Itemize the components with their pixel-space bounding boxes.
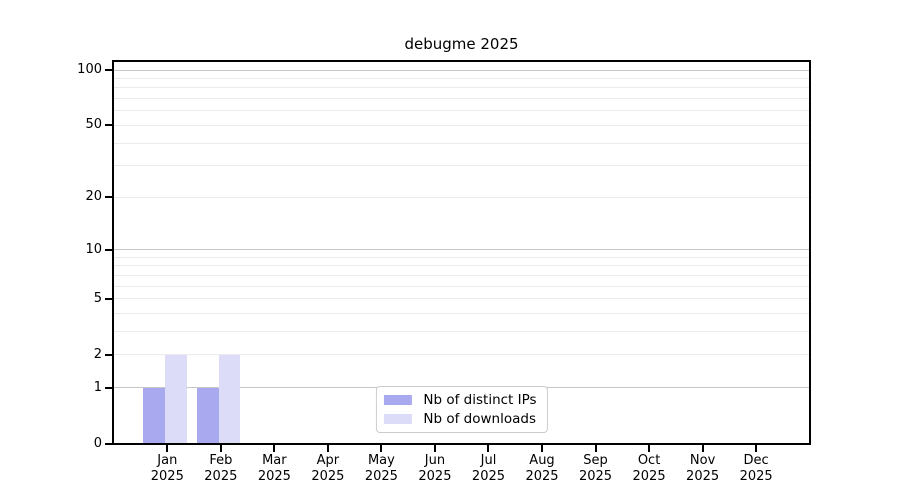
- legend-swatch-downloads: [383, 414, 412, 424]
- x-label-year: 2025: [418, 468, 452, 484]
- x-label-month: Jan: [157, 453, 178, 468]
- x-label-year: 2025: [525, 468, 559, 484]
- y-tick-label-0: 0: [93, 436, 102, 451]
- gridline-y-4: [113, 313, 810, 315]
- x-label-month: Jun: [424, 453, 446, 468]
- x-tick-jun: [433, 445, 436, 452]
- gridline-y-10: [113, 249, 810, 251]
- x-label-month: Feb: [209, 453, 233, 468]
- y-tick-100: [105, 69, 112, 71]
- gridline-y-20: [113, 196, 810, 198]
- x-label-month: Apr: [316, 453, 340, 468]
- x-label-year: 2025: [471, 468, 506, 484]
- x-label-month: Nov: [689, 453, 716, 468]
- gridline-y-5: [113, 298, 810, 300]
- bar-nb-of-downloads-jan: [165, 354, 187, 444]
- x-tick-feb: [219, 445, 222, 452]
- x-tick-jul: [487, 445, 490, 452]
- gridline-y-90: [113, 77, 810, 79]
- gridline-y-100: [113, 69, 810, 71]
- bar-nb-of-distinct-ips-jan: [143, 387, 165, 444]
- x-tick-mar: [273, 445, 276, 452]
- legend: Nb of distinct IPs Nb of downloads: [375, 386, 548, 433]
- x-tick-label-jan: Jan 2025: [131, 453, 203, 484]
- gridline-y-7: [113, 274, 810, 276]
- y-tick-label-5: 5: [93, 290, 102, 306]
- chart-title: debugme 2025: [404, 35, 519, 53]
- x-label-year: 2025: [739, 468, 773, 484]
- x-label-month: May: [367, 453, 395, 468]
- y-tick-20: [105, 196, 112, 199]
- bar-nb-of-distinct-ips-feb: [196, 387, 219, 444]
- x-tick-aug: [541, 445, 543, 452]
- gridline-y-9: [113, 256, 810, 258]
- y-tick-label-10: 10: [85, 241, 102, 257]
- x-tick-label-aug: Aug 2025: [506, 453, 578, 484]
- y-tick-label-2: 2: [93, 346, 102, 362]
- x-label-year: 2025: [632, 468, 666, 484]
- y-tick-0: [105, 443, 112, 445]
- x-tick-may: [380, 445, 383, 452]
- y-tick-1: [105, 386, 112, 389]
- plot-area: Nb of distinct IPs Nb of downloads: [112, 60, 811, 445]
- x-tick-dec: [755, 445, 758, 452]
- y-tick-10: [105, 248, 112, 251]
- x-tick-apr: [326, 445, 329, 452]
- x-label-month: Sep: [583, 453, 608, 468]
- x-label-year: 2025: [311, 468, 345, 484]
- y-tick-label-1: 1: [93, 379, 102, 395]
- legend-item-distinct-ips: Nb of distinct IPs: [383, 392, 537, 408]
- x-tick-label-mar: Mar 2025: [238, 453, 310, 484]
- x-label-year: 2025: [257, 468, 291, 484]
- legend-item-downloads: Nb of downloads: [383, 411, 536, 427]
- x-tick-label-feb: Feb 2025: [185, 453, 257, 484]
- x-tick-label-sep: Sep 2025: [560, 453, 632, 484]
- x-label-year: 2025: [686, 468, 720, 484]
- x-label-year: 2025: [578, 468, 613, 484]
- x-tick-label-oct: Oct 2025: [613, 453, 685, 484]
- gridline-y-3: [113, 331, 810, 333]
- y-tick-50: [105, 124, 112, 127]
- y-tick-label-100: 100: [77, 62, 102, 77]
- gridline-y-50: [113, 124, 810, 126]
- x-label-month: Mar: [262, 453, 287, 468]
- gridline-y-60: [113, 110, 810, 112]
- x-label-month: Dec: [743, 453, 769, 468]
- x-label-month: Oct: [637, 453, 661, 468]
- gridline-y-2: [113, 354, 810, 356]
- gridline-y-6: [113, 285, 810, 287]
- gridline-y-30: [113, 165, 810, 167]
- x-tick-label-jun: Jun 2025: [399, 453, 471, 484]
- x-tick-sep: [594, 445, 597, 452]
- gridline-y-80: [113, 87, 810, 89]
- x-label-year: 2025: [364, 468, 398, 484]
- legend-label-distinct-ips: Nb of distinct IPs: [423, 392, 537, 408]
- gridline-y-40: [113, 142, 810, 144]
- x-tick-label-may: May 2025: [345, 453, 417, 484]
- x-tick-oct: [648, 445, 651, 452]
- y-tick-2: [105, 353, 112, 356]
- gridline-y-8: [113, 265, 810, 267]
- x-label-year: 2025: [150, 468, 184, 484]
- gridline-y-70: [113, 98, 810, 100]
- x-tick-nov: [701, 445, 704, 452]
- bar-nb-of-downloads-feb: [218, 354, 241, 444]
- x-tick-label-nov: Nov 2025: [667, 453, 739, 484]
- x-label-month: Jul: [480, 453, 497, 468]
- x-label-month: Aug: [529, 453, 555, 468]
- x-tick-label-jul: Jul 2025: [452, 453, 524, 484]
- x-label-year: 2025: [204, 468, 238, 484]
- legend-label-downloads: Nb of downloads: [423, 411, 536, 427]
- y-tick-5: [105, 297, 112, 300]
- x-tick-label-dec: Dec 2025: [720, 453, 792, 484]
- legend-swatch-distinct-ips: [383, 395, 412, 405]
- y-tick-label-50: 50: [85, 117, 102, 133]
- y-tick-label-20: 20: [85, 189, 102, 205]
- x-tick-jan: [166, 445, 169, 452]
- x-tick-label-apr: Apr 2025: [292, 453, 364, 484]
